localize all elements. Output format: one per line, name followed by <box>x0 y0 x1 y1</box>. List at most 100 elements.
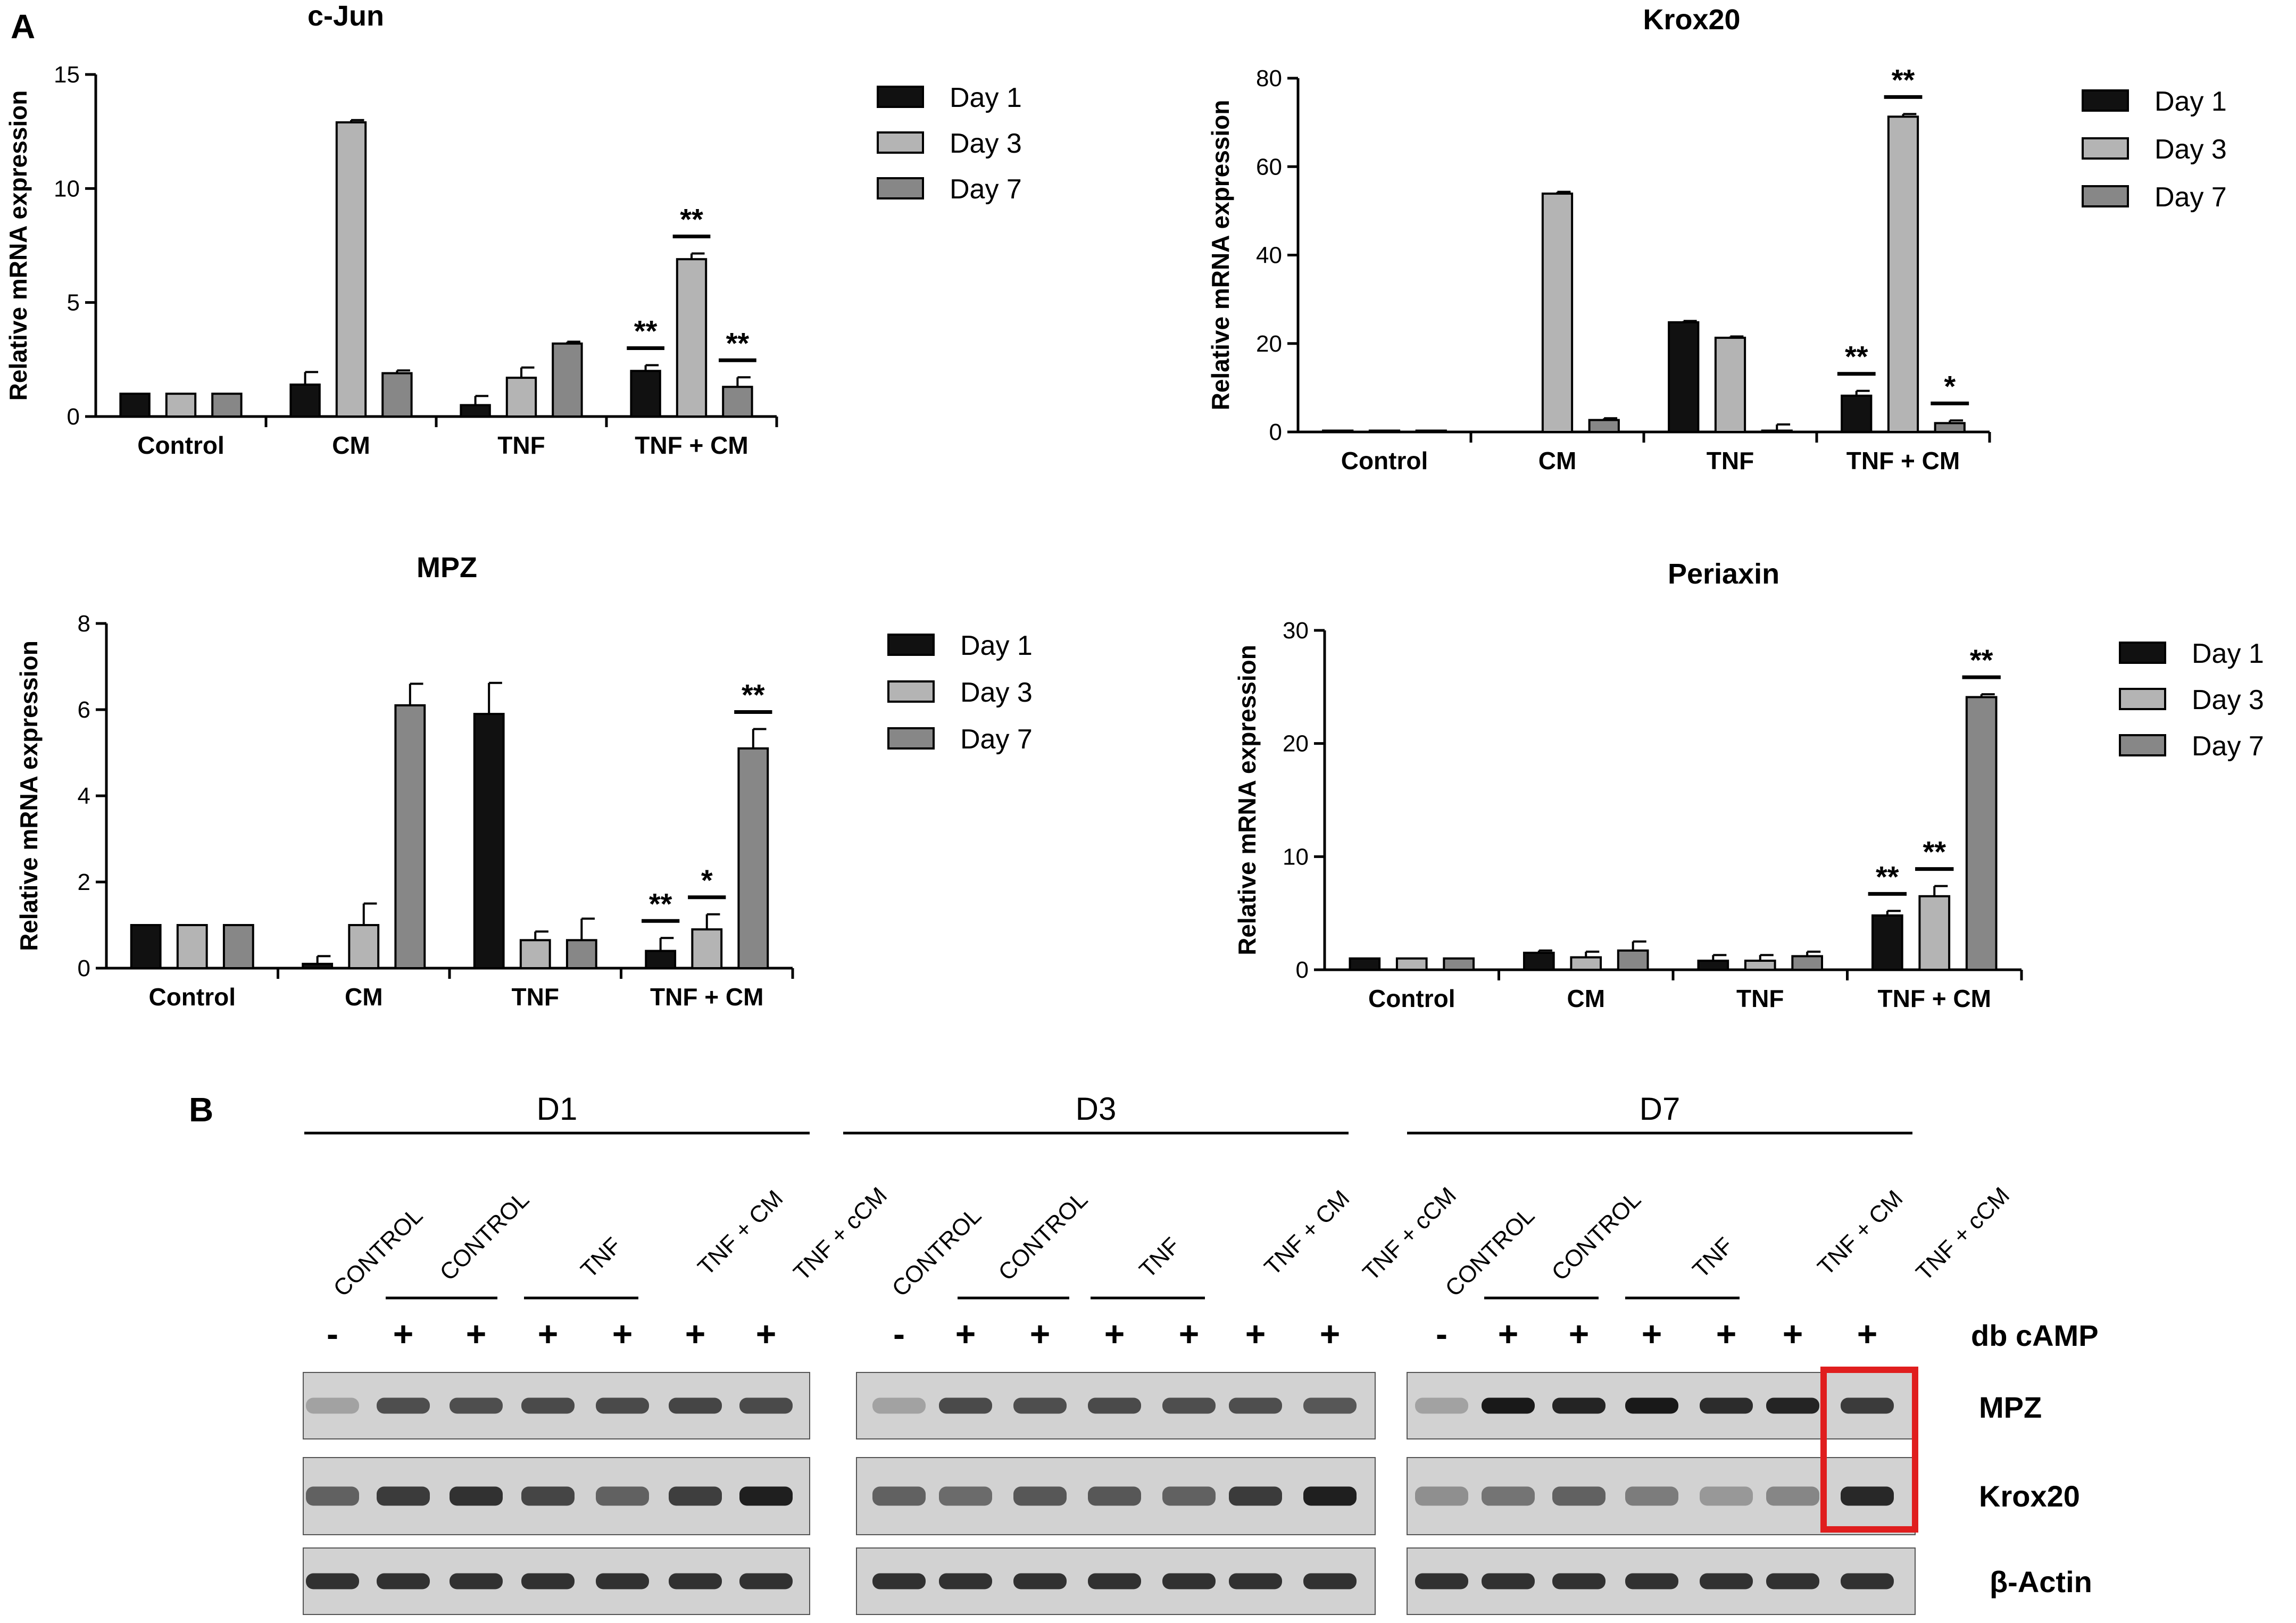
y-tick-label: 40 <box>1256 243 1282 269</box>
bar <box>722 386 753 418</box>
y-tick-label: 8 <box>78 611 90 637</box>
band-mpz <box>306 1397 359 1414</box>
bar <box>565 939 597 969</box>
band-krox20 <box>1013 1486 1067 1506</box>
y-tick-label: 5 <box>67 290 80 316</box>
y-axis-label: Relative mRNA expression <box>1207 100 1234 411</box>
band-mpz <box>450 1397 503 1414</box>
legend-swatch <box>2082 137 2129 160</box>
camp-sign: - <box>1436 1314 1448 1353</box>
band-actin <box>739 1573 793 1589</box>
band-mpz <box>377 1397 430 1414</box>
bar <box>473 713 505 969</box>
y-tick-label: 10 <box>1283 844 1309 870</box>
legend-label: Day 1 <box>2154 86 2227 117</box>
band-krox20 <box>1700 1486 1753 1506</box>
x-tick-label: TNF <box>1707 447 1754 475</box>
band-krox20 <box>521 1486 575 1506</box>
bar <box>130 924 162 969</box>
bar <box>1443 957 1475 971</box>
bar <box>165 393 197 418</box>
bar <box>1714 336 1746 433</box>
band-krox20 <box>872 1486 926 1506</box>
legend-swatch <box>2082 185 2129 207</box>
bar <box>1349 957 1381 971</box>
panel-label-b: B <box>189 1091 213 1129</box>
x-tick-label: TNF + CM <box>650 983 763 1011</box>
band-mpz <box>596 1397 649 1414</box>
bar <box>1415 429 1447 433</box>
legend-label: Day 7 <box>950 174 1022 205</box>
band-krox20 <box>1766 1486 1819 1506</box>
legend-swatch <box>887 634 935 656</box>
y-tick-label: 10 <box>54 176 80 202</box>
bar <box>1744 959 1776 971</box>
legend-label: Day 3 <box>2154 134 2227 165</box>
legend-label: Day 3 <box>2192 685 2264 715</box>
legend-label: Day 7 <box>2154 182 2227 213</box>
x-tick-label: TNF <box>512 983 559 1011</box>
x-tick-label: Control <box>1341 447 1428 475</box>
band-krox20 <box>450 1486 503 1506</box>
bar <box>211 393 243 418</box>
x-tick-label: CM <box>1567 985 1605 1012</box>
y-tick-label: 2 <box>78 869 90 895</box>
band-actin <box>872 1573 926 1589</box>
significance-marker: * <box>701 863 713 897</box>
camp-sign: + <box>612 1314 633 1353</box>
bar <box>519 939 551 969</box>
chart-2: MPZ Relative mRNA expression 0 2 4 6 8 Control C… <box>15 552 1033 1011</box>
band-actin <box>1552 1573 1605 1589</box>
camp-sign: + <box>685 1314 706 1353</box>
camp-sign: + <box>466 1314 487 1353</box>
bar <box>381 372 413 418</box>
band-krox20 <box>669 1486 722 1506</box>
row-label-camp: db cAMP <box>1971 1319 2099 1352</box>
x-tick-label: TNF + CM <box>635 431 748 459</box>
x-tick-label: CM <box>1538 447 1577 475</box>
y-axis-label: Relative mRNA expression <box>1233 645 1261 955</box>
band-mpz <box>939 1397 992 1414</box>
legend-swatch <box>877 86 924 108</box>
x-tick-label: Control <box>137 431 224 459</box>
bar <box>1761 429 1793 433</box>
band-actin <box>1766 1573 1819 1589</box>
bar <box>302 962 334 970</box>
band-krox20 <box>1482 1486 1535 1506</box>
band-mpz <box>1162 1397 1216 1414</box>
band-mpz <box>1766 1397 1819 1414</box>
significance-marker: ** <box>1845 340 1868 373</box>
significance-marker: ** <box>1892 63 1915 96</box>
legend-swatch <box>2119 734 2166 756</box>
x-tick-label: Control <box>1368 985 1455 1012</box>
chart-3: Periaxin Relative mRNA expression 0 10 20 30 C… <box>1233 558 2264 1012</box>
chart-title: MPZ <box>417 552 477 584</box>
legend-label: Day 1 <box>2192 638 2264 669</box>
timepoint-label: D7 <box>1640 1091 1681 1127</box>
y-tick-label: 15 <box>54 62 80 88</box>
band-mpz <box>669 1397 722 1414</box>
x-tick-label: Control <box>148 983 236 1011</box>
y-tick-label: 0 <box>67 404 80 430</box>
legend-swatch <box>2082 89 2129 112</box>
band-actin <box>596 1573 649 1589</box>
bar <box>289 383 321 418</box>
legend-swatch <box>887 727 935 750</box>
bar <box>1368 429 1401 433</box>
camp-sign: + <box>1104 1314 1125 1353</box>
bar <box>1668 321 1700 433</box>
band-mpz <box>1229 1397 1282 1414</box>
bar <box>1617 949 1649 971</box>
y-tick-label: 80 <box>1256 65 1282 91</box>
band-actin <box>450 1573 503 1589</box>
chart-0: c-Jun Relative mRNA expression 0 5 10 15 Contr… <box>4 0 1022 459</box>
significance-marker: ** <box>742 678 765 711</box>
camp-sign: - <box>327 1314 338 1353</box>
panel-label-a: A <box>11 7 35 46</box>
y-tick-label: 4 <box>78 783 90 809</box>
band-actin <box>1229 1573 1282 1589</box>
chart-1: Krox20 Relative mRNA expression 0 20 40 60 80 C… <box>1207 4 2227 475</box>
y-axis-label: Relative mRNA expression <box>15 640 43 951</box>
band-krox20 <box>1088 1486 1141 1506</box>
x-tick-label: CM <box>332 431 370 459</box>
